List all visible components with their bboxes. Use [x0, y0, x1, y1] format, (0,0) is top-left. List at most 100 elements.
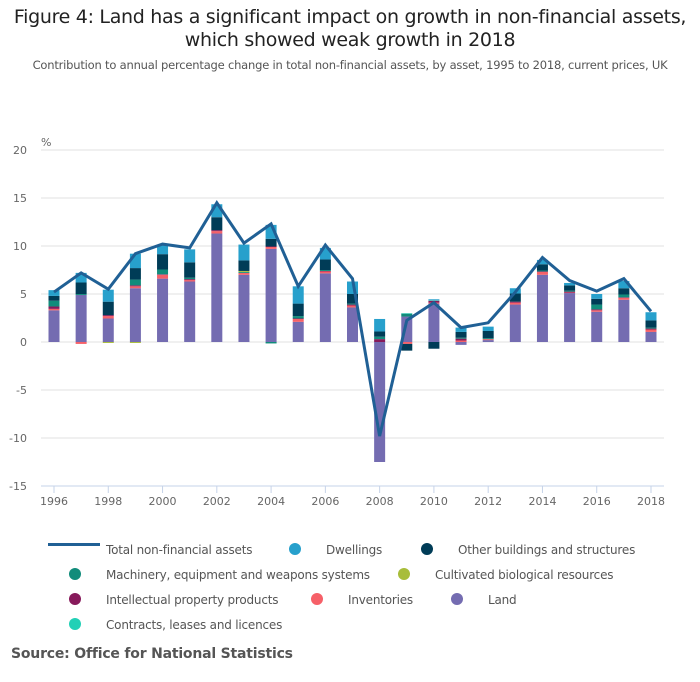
bar-segment-machinery-equipment-and-weapons-systems-2000[interactable]	[157, 269, 169, 275]
bar-segment-land-2018[interactable]	[645, 331, 657, 342]
bar-segment-contracts-leases-and-licences-2010[interactable]	[428, 300, 440, 301]
bar-segment-inventories-2006[interactable]	[319, 271, 331, 274]
bar-segment-land-2006[interactable]	[319, 273, 331, 342]
bar-segment-other-buildings-and-structures-2002[interactable]	[211, 217, 223, 231]
bar-segment-intellectual-property-products-2002[interactable]	[211, 230, 223, 232]
bar-segment-dwellings-1996[interactable]	[48, 290, 60, 296]
dot-icon-machinery[interactable]	[69, 568, 81, 580]
bar-segment-inventories-1996[interactable]	[48, 308, 60, 311]
bar-segment-intellectual-property-products-2000[interactable]	[157, 274, 169, 275]
bar-segment-inventories-1999[interactable]	[129, 286, 141, 289]
bar-segment-land-1997[interactable]	[75, 294, 87, 342]
bar-segment-machinery-equipment-and-weapons-systems-2011[interactable]	[455, 337, 467, 339]
bar-segment-intellectual-property-products-2013[interactable]	[509, 301, 521, 303]
bar-segment-machinery-equipment-and-weapons-systems-1999[interactable]	[129, 279, 141, 286]
bar-segment-land-2016[interactable]	[591, 311, 603, 342]
bar-segment-dwellings-1997[interactable]	[75, 272, 87, 283]
bar-segment-intellectual-property-products-2007[interactable]	[347, 304, 358, 306]
dot-icon-ipp[interactable]	[69, 593, 81, 605]
bar-segment-dwellings-2000[interactable]	[157, 245, 169, 255]
bar-segment-other-buildings-and-structures-2018[interactable]	[645, 320, 657, 328]
bar-segment-intellectual-property-products-2001[interactable]	[184, 279, 196, 281]
bar-segment-land-2017[interactable]	[618, 299, 630, 342]
bar-segment-intellectual-property-products-2015[interactable]	[564, 291, 576, 293]
bar-segment-machinery-equipment-and-weapons-systems-2001[interactable]	[184, 277, 196, 280]
bar-segment-dwellings-2005[interactable]	[292, 286, 304, 304]
bar-segment-inventories-2013[interactable]	[509, 302, 521, 305]
bar-segment-machinery-equipment-and-weapons-systems-2007[interactable]	[347, 303, 358, 305]
bar-segment-machinery-equipment-and-weapons-systems-2008[interactable]	[374, 336, 386, 340]
bar-segment-machinery-equipment-and-weapons-systems-2015[interactable]	[564, 290, 576, 292]
bar-segment-intellectual-property-products-2005[interactable]	[292, 318, 304, 319]
dot-icon-contracts[interactable]	[69, 618, 81, 630]
bar-segment-intellectual-property-products-2008[interactable]	[374, 339, 386, 342]
bar-segment-other-buildings-and-structures-1997[interactable]	[75, 282, 87, 294]
bar-segment-intellectual-property-products-1996[interactable]	[48, 306, 60, 309]
bar-segment-other-buildings-and-structures-2000[interactable]	[157, 254, 169, 270]
bar-segment-other-buildings-and-structures-2004[interactable]	[265, 238, 277, 247]
bar-segment-machinery-equipment-and-weapons-systems-2016[interactable]	[591, 304, 603, 310]
bar-segment-inventories-2016[interactable]	[591, 310, 603, 312]
bar-segment-other-buildings-and-structures-2013[interactable]	[509, 293, 521, 302]
bar-segment-other-buildings-and-structures-2005[interactable]	[292, 303, 304, 317]
bar-segment-intellectual-property-products-1998[interactable]	[102, 315, 114, 317]
bar-segment-land-2012[interactable]	[482, 340, 494, 342]
bar-segment-land-2008[interactable]	[374, 342, 386, 462]
bar-segment-machinery-equipment-and-weapons-systems-2004[interactable]	[265, 342, 277, 344]
bar-segment-other-buildings-and-structures-2014[interactable]	[536, 264, 548, 271]
bar-segment-machinery-equipment-and-weapons-systems-2017[interactable]	[618, 294, 630, 298]
bar-segment-machinery-equipment-and-weapons-systems-1997[interactable]	[75, 294, 87, 295]
bar-segment-inventories-2014[interactable]	[536, 271, 548, 275]
bar-segment-machinery-equipment-and-weapons-systems-2003[interactable]	[238, 271, 250, 273]
bar-segment-dwellings-2011[interactable]	[455, 327, 467, 332]
bar-segment-intellectual-property-products-2014[interactable]	[536, 271, 548, 272]
bar-segment-other-buildings-and-structures-2007[interactable]	[347, 294, 358, 304]
bar-segment-other-buildings-and-structures-2012[interactable]	[482, 330, 494, 339]
bar-segment-inventories-2003[interactable]	[238, 272, 250, 275]
bar-segment-other-buildings-and-structures-2001[interactable]	[184, 262, 196, 278]
bar-segment-inventories-2011[interactable]	[455, 340, 467, 342]
bar-segment-other-buildings-and-structures-1998[interactable]	[102, 301, 114, 316]
bar-segment-intellectual-property-products-1999[interactable]	[129, 285, 141, 287]
dot-icon-dwellings[interactable]	[289, 543, 301, 555]
bar-segment-dwellings-2001[interactable]	[184, 249, 196, 263]
bar-segment-inventories-2004[interactable]	[265, 246, 277, 249]
bar-segment-dwellings-2007[interactable]	[347, 281, 358, 294]
bar-segment-land-2000[interactable]	[157, 278, 169, 342]
dot-icon-inventories[interactable]	[311, 593, 323, 605]
bar-segment-other-buildings-and-structures-2010[interactable]	[428, 342, 440, 349]
bar-segment-dwellings-2015[interactable]	[564, 282, 576, 286]
bar-segment-cultivated-biological-resources-2003[interactable]	[238, 270, 250, 272]
bar-segment-land-2015[interactable]	[564, 293, 576, 342]
bar-segment-inventories-2015[interactable]	[564, 292, 576, 294]
bar-segment-inventories-2001[interactable]	[184, 280, 196, 282]
dot-icon-cultivated[interactable]	[398, 568, 410, 580]
bar-segment-dwellings-2004[interactable]	[265, 224, 277, 239]
bar-segment-land-2013[interactable]	[509, 304, 521, 342]
bar-segment-inventories-2017[interactable]	[618, 297, 630, 300]
bar-segment-other-buildings-and-structures-2008[interactable]	[374, 331, 386, 337]
bar-segment-other-buildings-and-structures-2009[interactable]	[401, 343, 413, 351]
bar-segment-land-2005[interactable]	[292, 321, 304, 342]
bar-segment-land-2009[interactable]	[401, 316, 413, 342]
bar-segment-dwellings-2014[interactable]	[536, 259, 548, 265]
bar-segment-land-2003[interactable]	[238, 274, 250, 342]
bar-segment-dwellings-2003[interactable]	[238, 244, 250, 261]
bar-segment-intellectual-property-products-2004[interactable]	[265, 246, 277, 247]
bar-segment-inventories-2002[interactable]	[211, 231, 223, 234]
bar-segment-intellectual-property-products-2006[interactable]	[319, 270, 331, 272]
bar-segment-inventories-2007[interactable]	[347, 305, 358, 308]
bar-segment-other-buildings-and-structures-1996[interactable]	[48, 295, 60, 301]
bar-segment-inventories-2012[interactable]	[482, 339, 494, 341]
bar-segment-other-buildings-and-structures-2015[interactable]	[564, 285, 576, 291]
bar-segment-inventories-1998[interactable]	[102, 316, 114, 319]
bar-segment-inventories-1997[interactable]	[75, 342, 87, 344]
dot-icon-land[interactable]	[451, 593, 463, 605]
dot-icon-other-buildings[interactable]	[421, 543, 433, 555]
bar-segment-dwellings-2008[interactable]	[374, 318, 386, 332]
bar-segment-dwellings-2017[interactable]	[618, 281, 630, 289]
bar-segment-inventories-2009[interactable]	[401, 342, 413, 344]
bar-segment-other-buildings-and-structures-2017[interactable]	[618, 288, 630, 295]
bar-segment-land-2002[interactable]	[211, 233, 223, 342]
legend-item-total[interactable]	[48, 543, 100, 546]
